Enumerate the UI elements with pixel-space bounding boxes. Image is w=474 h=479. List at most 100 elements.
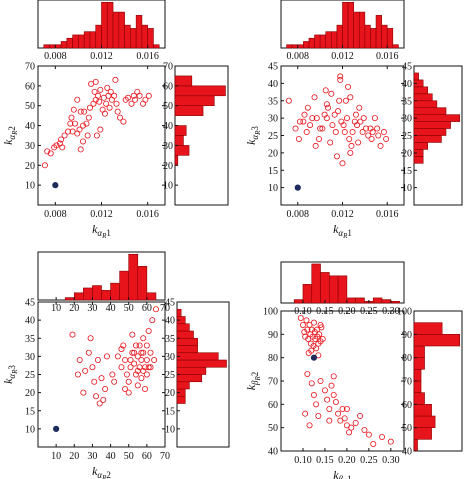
scatter-point bbox=[323, 115, 330, 122]
y-tick-label: 80 bbox=[268, 353, 278, 364]
scatter-point bbox=[327, 139, 334, 146]
scatter-point bbox=[360, 115, 367, 122]
top-histogram-bar bbox=[355, 297, 365, 304]
top-histogram-bar bbox=[73, 292, 84, 301]
top-histogram-bar bbox=[372, 297, 383, 304]
y-tick-label: 10 bbox=[268, 183, 278, 194]
right-histogram-bar bbox=[413, 322, 443, 335]
right-hist-tick-label: 15 bbox=[165, 406, 175, 417]
scatter-point bbox=[131, 96, 138, 103]
top-histogram-bar bbox=[375, 15, 382, 49]
right-histogram-bar bbox=[413, 72, 419, 81]
scatter-point bbox=[142, 385, 149, 392]
scatter-point bbox=[359, 129, 366, 136]
right-histogram-bar bbox=[176, 323, 190, 332]
scatter-point bbox=[91, 88, 98, 95]
x-tick-label: 50 bbox=[124, 451, 134, 462]
right-histogram-bar bbox=[176, 352, 219, 361]
top-histogram-bar bbox=[370, 28, 377, 49]
scatter-point bbox=[365, 431, 372, 438]
top-histogram-bar bbox=[78, 34, 85, 49]
y-tick-label: 50 bbox=[268, 423, 278, 434]
top-histogram-bar bbox=[137, 266, 148, 301]
top-histogram-bar bbox=[147, 28, 154, 49]
top-histogram-bar bbox=[303, 41, 310, 49]
scatter-point bbox=[61, 132, 68, 139]
scatter-point bbox=[304, 326, 311, 333]
scatter-point bbox=[371, 115, 378, 122]
scatter-point bbox=[91, 378, 98, 385]
panel-kalpha1-vs-kalpha3: 0.008 0.012 0.016 10 15 20 25 30 35 40 45 kαR1 kαR3 0… bbox=[244, 0, 463, 240]
scatter-point bbox=[138, 349, 145, 356]
right-histogram-bar bbox=[413, 107, 447, 115]
right-histogram-bar bbox=[413, 114, 461, 122]
scatter-point bbox=[77, 146, 84, 153]
right-histogram-bar bbox=[174, 105, 204, 116]
right-histogram-bar bbox=[413, 369, 422, 382]
scatter-point bbox=[80, 138, 87, 145]
top-hist-tick-label: 0.016 bbox=[376, 51, 399, 62]
right-hist-tick-label: 10 bbox=[402, 183, 412, 194]
scatter-point bbox=[111, 378, 118, 385]
y-tick-label: 35 bbox=[25, 334, 35, 345]
scatter-point bbox=[77, 108, 84, 115]
right-histogram-bar bbox=[413, 156, 424, 164]
scatter-point bbox=[352, 419, 359, 426]
scatter-point bbox=[120, 342, 127, 349]
scatter-point bbox=[147, 349, 154, 356]
scatter-point bbox=[319, 335, 326, 342]
scatter-point bbox=[369, 129, 376, 136]
top-histogram-bar bbox=[353, 11, 360, 49]
top-histogram-bar bbox=[43, 44, 50, 49]
reference-point bbox=[310, 354, 318, 361]
right-hist-tick-label: 100 bbox=[397, 307, 412, 318]
right-histogram-bar bbox=[174, 75, 193, 87]
right-hist-tick-label: 10 bbox=[165, 424, 175, 435]
right-histogram-bar bbox=[413, 93, 433, 102]
top-histogram-bar bbox=[381, 24, 388, 49]
scatter-point bbox=[303, 129, 310, 136]
scatter-point bbox=[346, 135, 353, 142]
y-tick-label: 60 bbox=[25, 81, 35, 92]
scatter-point bbox=[76, 126, 83, 133]
y-tick-label: 40 bbox=[268, 447, 278, 458]
top-hist-tick-label: 40 bbox=[106, 303, 116, 314]
y-tick-label: 10 bbox=[25, 424, 35, 435]
scatter-point bbox=[113, 100, 120, 107]
right-hist-tick-label: 45 bbox=[402, 62, 412, 73]
scatter-point bbox=[87, 335, 94, 342]
scatter-point bbox=[375, 132, 382, 139]
scatter-point bbox=[143, 356, 150, 363]
scatter-point bbox=[347, 149, 354, 156]
x-tick-label: 20 bbox=[69, 451, 79, 462]
scatter-point bbox=[80, 122, 87, 129]
scatter-point bbox=[147, 364, 154, 371]
right-histogram-bar bbox=[176, 359, 227, 368]
scatter-point bbox=[92, 78, 99, 85]
scatter-point bbox=[352, 111, 359, 118]
scatter-plot-frame bbox=[280, 310, 405, 452]
top-hist-tick-label: 0.012 bbox=[331, 51, 354, 62]
scatter-point bbox=[97, 126, 104, 133]
right-hist-tick-label: 50 bbox=[402, 423, 412, 434]
right-histogram-bar bbox=[413, 86, 429, 95]
scatter-point bbox=[93, 393, 100, 400]
top-histogram-bar bbox=[337, 275, 348, 304]
scatter-point bbox=[143, 342, 150, 349]
x-tick-label: 0.20 bbox=[338, 455, 356, 466]
y-tick-label: 45 bbox=[268, 62, 278, 73]
top-histogram-bar bbox=[64, 297, 75, 301]
top-histogram-bar bbox=[291, 44, 299, 49]
scatter-point bbox=[122, 356, 129, 363]
right-histogram-bar bbox=[174, 135, 184, 146]
top-hist-tick-label: 50 bbox=[124, 303, 134, 314]
x-tick-label: 30 bbox=[87, 451, 97, 462]
panel-kalpha1-vs-kalpha2: 0.008 0.012 0.016 10 20 30 40 50 60 70 kαR1 kαR2 0.0… bbox=[1, 0, 229, 240]
right-hist-tick-label: 60 bbox=[163, 81, 173, 92]
scatter-point bbox=[357, 412, 364, 419]
top-histogram-bar bbox=[60, 41, 68, 49]
right-histogram-bar bbox=[176, 330, 194, 339]
scatter-point bbox=[308, 380, 315, 387]
top-histogram-bar bbox=[319, 34, 327, 49]
panel-kalpha2-vs-kalpha3: 10 20 30 40 50 60 70 10 15 20 25 30 35 40 45 kαR2 kαR3 10… bbox=[1, 251, 230, 479]
